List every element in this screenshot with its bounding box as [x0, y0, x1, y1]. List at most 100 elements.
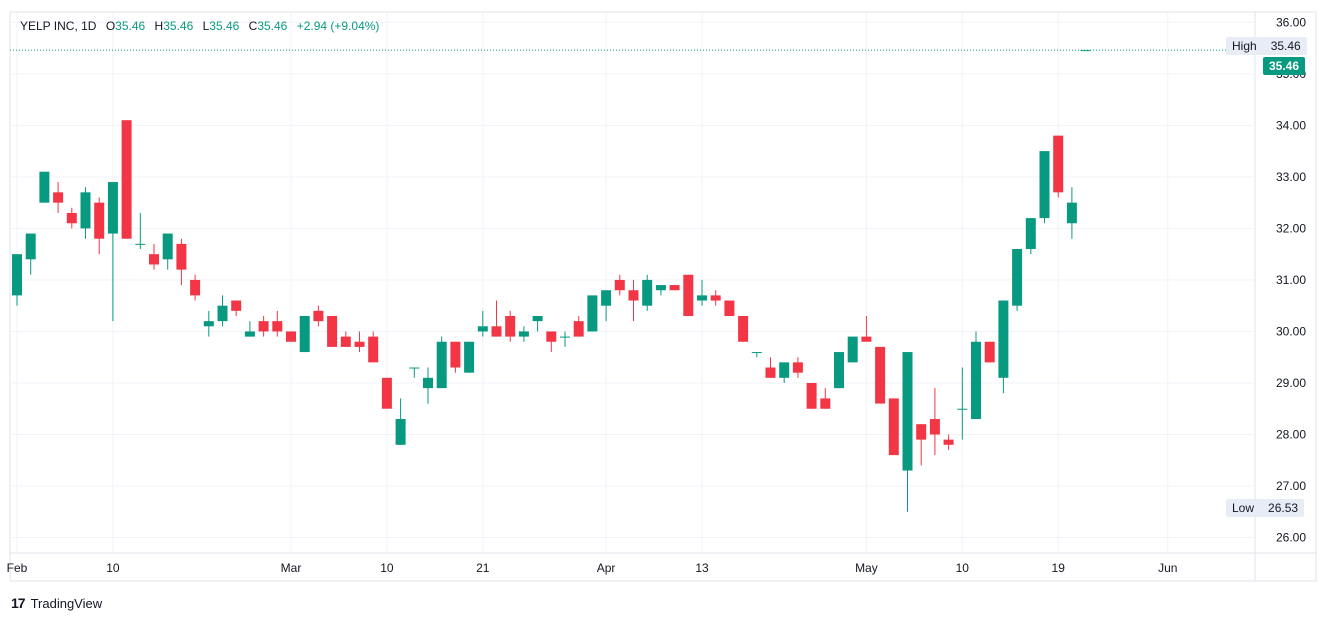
candle-body: [820, 398, 831, 409]
candle-body: [354, 341, 365, 347]
candle-body: [834, 352, 844, 389]
candle-body: [121, 120, 132, 239]
x-tick-label: 10: [380, 561, 394, 575]
candle-body: [80, 192, 91, 229]
x-tick-label: 10: [956, 561, 970, 575]
candle-body: [286, 331, 296, 342]
x-tick-label: Feb: [7, 561, 28, 575]
candle-body: [135, 243, 146, 245]
low-tag: Low 26.53: [1226, 499, 1305, 517]
candle-body: [244, 331, 255, 337]
candle-body: [477, 326, 488, 332]
candle-body: [902, 352, 913, 471]
open-value: 35.46: [115, 19, 146, 33]
candle-body: [381, 377, 392, 409]
candle-body: [998, 300, 1009, 378]
x-tick-label: Jun: [1158, 561, 1177, 575]
candle-body: [875, 346, 886, 404]
candle-body: [272, 321, 283, 332]
x-tick-label: 21: [476, 561, 490, 575]
candle-body: [66, 212, 77, 224]
y-tick-label: 34.00: [1276, 118, 1306, 132]
y-tick-label: 33.00: [1276, 170, 1306, 184]
candle-body: [340, 336, 351, 347]
symbol-legend: YELP INC, 1D O35.46 H35.46 L35.46 C35.46…: [20, 19, 379, 33]
candle-body: [1012, 249, 1023, 306]
high-label: H: [154, 19, 164, 33]
x-tick-label: Apr: [597, 561, 616, 575]
close-value: 35.46: [257, 19, 288, 33]
candle-body: [532, 315, 543, 322]
candle-body: [176, 243, 187, 270]
candle-body: [560, 336, 570, 338]
candle-body: [39, 171, 50, 203]
candle-body: [984, 341, 995, 363]
candle-body: [149, 254, 159, 265]
chart-frame: [9, 11, 1317, 582]
x-tick-label: 13: [695, 561, 709, 575]
candle-body: [1066, 202, 1077, 224]
candle-body: [697, 295, 707, 301]
candle-body: [299, 315, 310, 353]
candle-body: [1053, 135, 1064, 193]
candle-body: [368, 336, 379, 363]
candle-body: [628, 290, 639, 301]
candle-body: [491, 326, 502, 337]
candle-body: [25, 233, 36, 260]
candle-body: [464, 341, 475, 373]
candle-body: [409, 367, 420, 369]
candle-body: [792, 362, 803, 373]
candle-body: [53, 192, 64, 203]
y-tick-label: 30.00: [1276, 324, 1306, 338]
candle-body: [217, 305, 228, 322]
candle-body: [943, 439, 954, 445]
candle-body: [327, 315, 338, 347]
brand-name: TradingView: [30, 595, 103, 611]
y-tick-label: 26.00: [1276, 531, 1306, 545]
candle-body: [916, 424, 927, 440]
candle-body: [587, 295, 598, 332]
candle-body: [724, 300, 735, 316]
last-price-tag: 35.46: [1263, 57, 1306, 75]
low-value: 35.46: [209, 19, 240, 33]
candle-body: [258, 321, 269, 332]
y-tick-label: 27.00: [1276, 479, 1306, 493]
candle-body: [505, 315, 516, 337]
x-tick-label: Mar: [281, 561, 302, 575]
candle-body: [12, 254, 22, 296]
tradingview-logo-icon: 17: [11, 595, 26, 611]
candle-body: [806, 382, 817, 409]
x-tick-label: May: [855, 561, 878, 575]
candle-body: [313, 310, 324, 322]
y-tick-label: 29.00: [1276, 376, 1306, 390]
candle-body: [683, 274, 694, 316]
open-label: O: [105, 19, 116, 33]
candle-body: [107, 182, 118, 234]
candle-body: [642, 279, 653, 306]
candle-body: [94, 202, 105, 239]
candle-body: [847, 336, 858, 363]
y-tick-label: 36.00: [1276, 15, 1306, 29]
candle-body: [738, 315, 749, 342]
y-tick-label: 28.00: [1276, 427, 1306, 441]
candle-body: [751, 352, 762, 354]
low-tag-value: 26.53: [1268, 501, 1299, 515]
candle-body: [710, 295, 721, 301]
candle-body: [436, 341, 447, 389]
candle-body: [929, 419, 940, 435]
candle-body: [1025, 218, 1036, 250]
candle-body: [655, 285, 666, 291]
candle-body: [573, 321, 584, 337]
candle-body: [1039, 151, 1050, 219]
x-tick-label: 19: [1052, 561, 1066, 575]
high-value: 35.46: [163, 19, 194, 33]
low-label: L: [202, 19, 210, 33]
candle-body: [190, 279, 201, 296]
tradingview-logo[interactable]: 17 TradingView: [11, 595, 102, 611]
candle-body: [1080, 50, 1091, 52]
candle-body: [231, 300, 242, 311]
candle-body: [888, 398, 899, 456]
candle-body: [546, 331, 557, 342]
high-tag-value: 35.46: [1270, 39, 1301, 53]
